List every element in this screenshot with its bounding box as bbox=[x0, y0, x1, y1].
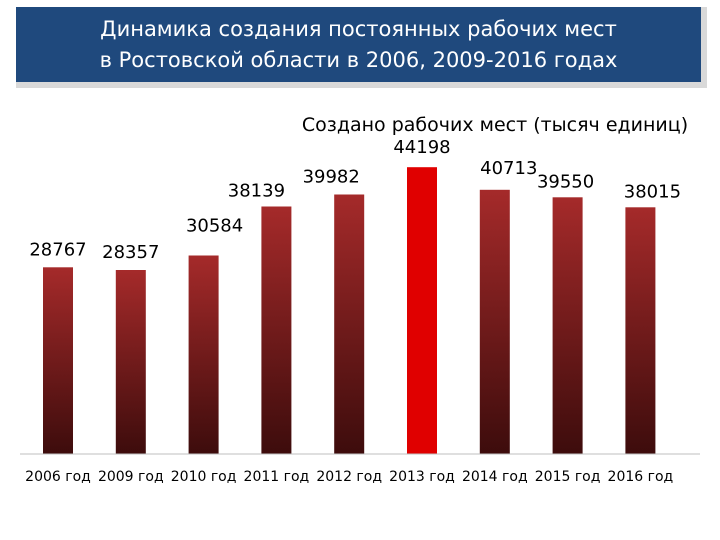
bar-2016-год bbox=[625, 207, 656, 454]
x-tick-label: 2009 год bbox=[98, 469, 164, 485]
x-tick-label: 2011 год bbox=[244, 469, 310, 485]
x-tick-label: 2016 год bbox=[608, 469, 674, 485]
bar-2006-год bbox=[43, 267, 73, 454]
chart-title: Создано рабочих мест (тысяч единиц) bbox=[302, 114, 688, 136]
x-tick-label: 2010 год bbox=[171, 469, 237, 485]
bar-2011-год bbox=[261, 206, 292, 454]
x-tick-label: 2015 год bbox=[535, 469, 601, 485]
data-label: 30584 bbox=[186, 216, 243, 237]
data-label: 44198 bbox=[393, 137, 450, 158]
data-label: 28357 bbox=[102, 242, 159, 263]
data-label: 28767 bbox=[29, 239, 86, 260]
bar-2009-год bbox=[115, 270, 146, 454]
chart-area: Создано рабочих мест (тысяч единиц) 2876… bbox=[0, 100, 720, 540]
bar-2013-год bbox=[407, 167, 437, 454]
data-label: 39982 bbox=[303, 167, 360, 188]
data-label: 40713 bbox=[480, 158, 537, 179]
x-tick-label: 2014 год bbox=[462, 469, 528, 485]
bar-2015-год bbox=[552, 197, 583, 455]
page-title: Динамика создания постоянных рабочих мес… bbox=[99, 16, 618, 72]
data-label: 39550 bbox=[537, 171, 594, 192]
x-tick-label: 2012 год bbox=[316, 469, 382, 485]
bar-2012-год bbox=[334, 194, 365, 454]
x-tick-label: 2013 год bbox=[389, 469, 455, 485]
x-axis-ticks-group: 2006 год 2009 год 2010 год 2011 год 2012 год… bbox=[25, 469, 673, 485]
title-banner: Динамика создания постоянных рабочих мес… bbox=[16, 7, 707, 88]
data-label: 38139 bbox=[228, 181, 285, 202]
bar-2014-год bbox=[479, 189, 510, 455]
bar-2010-год bbox=[188, 255, 219, 454]
bar-chart: Создано рабочих мест (тысяч единиц) 2876… bbox=[20, 114, 700, 485]
data-labels-group: 28767 28357 30584 38139 39982 44198 4071339550… bbox=[29, 137, 681, 263]
x-tick-label: 2006 год bbox=[25, 469, 91, 485]
data-label: 38015 bbox=[624, 181, 681, 202]
bars-group bbox=[43, 167, 656, 455]
